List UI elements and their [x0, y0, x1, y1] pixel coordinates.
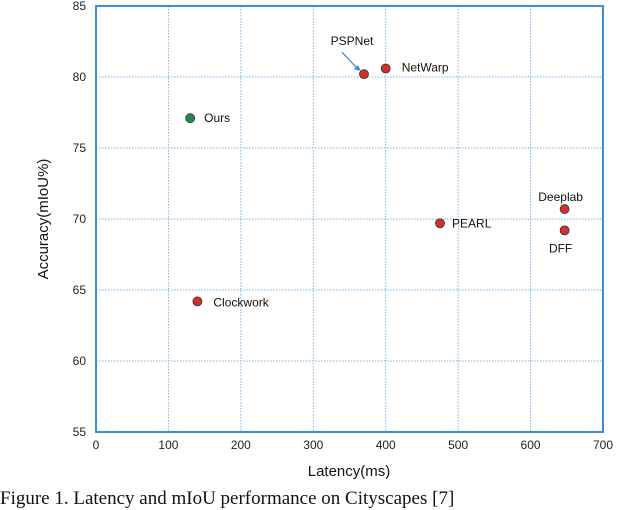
point-label: Deeplab [538, 190, 583, 204]
plot-frame [95, 5, 604, 433]
data-point [559, 225, 570, 236]
y-tick-label: 55 [73, 425, 87, 439]
point-label: PEARL [452, 216, 492, 230]
y-tick-label: 85 [73, 0, 87, 13]
data-points: Ours PSPNet NetWarp Deeplab PEARL DFF Clockwor… [185, 34, 583, 309]
y-tick-label: 80 [73, 70, 87, 84]
grid-lines [96, 6, 603, 432]
annotation-arrow-head [353, 65, 361, 72]
x-tick-label: 100 [158, 438, 178, 452]
data-point [380, 63, 391, 74]
x-tick-labels: 0 100 200 300 400 500 600 700 [93, 438, 614, 452]
x-axis-label: Latency(ms) [308, 463, 391, 480]
x-tick-label: 600 [521, 438, 541, 452]
x-tick-label: 300 [303, 438, 323, 452]
point-label: PSPNet [331, 34, 374, 48]
annotation-arrow [341, 51, 361, 72]
data-point [435, 218, 445, 229]
point-label: DFF [549, 241, 572, 255]
y-axis-label: Accuracy(mIoU%) [35, 159, 52, 280]
point-label: Clockwork [213, 295, 269, 309]
point-label: Ours [204, 111, 230, 125]
y-tick-label: 75 [73, 141, 87, 155]
data-point [192, 296, 203, 307]
data-point [185, 113, 196, 124]
y-tick-label: 60 [73, 354, 87, 368]
data-point [359, 69, 369, 80]
y-tick-labels: 55 60 65 70 75 80 85 [73, 0, 87, 439]
y-tick-label: 65 [73, 283, 87, 297]
x-tick-label: 400 [376, 438, 396, 452]
scatter-chart: 0 100 200 300 400 500 600 700 55 60 65 70 75 80 85 Ou… [35, 0, 614, 480]
point-label: NetWarp [402, 60, 449, 74]
x-tick-label: 500 [448, 438, 468, 452]
y-tick-label: 70 [73, 212, 87, 226]
data-point [559, 204, 570, 214]
figure-caption: Figure 1. Latency and mIoU performance o… [0, 488, 455, 509]
x-tick-label: 0 [93, 438, 100, 452]
x-tick-label: 200 [231, 438, 251, 452]
x-tick-label: 700 [593, 438, 613, 452]
